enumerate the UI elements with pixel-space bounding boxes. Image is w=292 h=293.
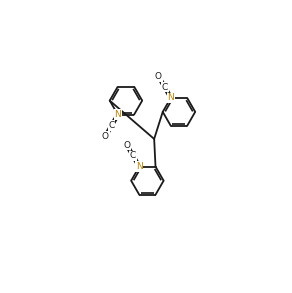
- Text: O: O: [102, 132, 109, 141]
- Text: C: C: [130, 151, 136, 160]
- Text: O: O: [155, 72, 162, 81]
- Text: C: C: [161, 83, 168, 91]
- Text: O: O: [123, 141, 130, 150]
- Text: N: N: [114, 110, 121, 119]
- Text: N: N: [168, 93, 174, 102]
- Text: N: N: [136, 162, 143, 171]
- Text: C: C: [109, 121, 115, 130]
